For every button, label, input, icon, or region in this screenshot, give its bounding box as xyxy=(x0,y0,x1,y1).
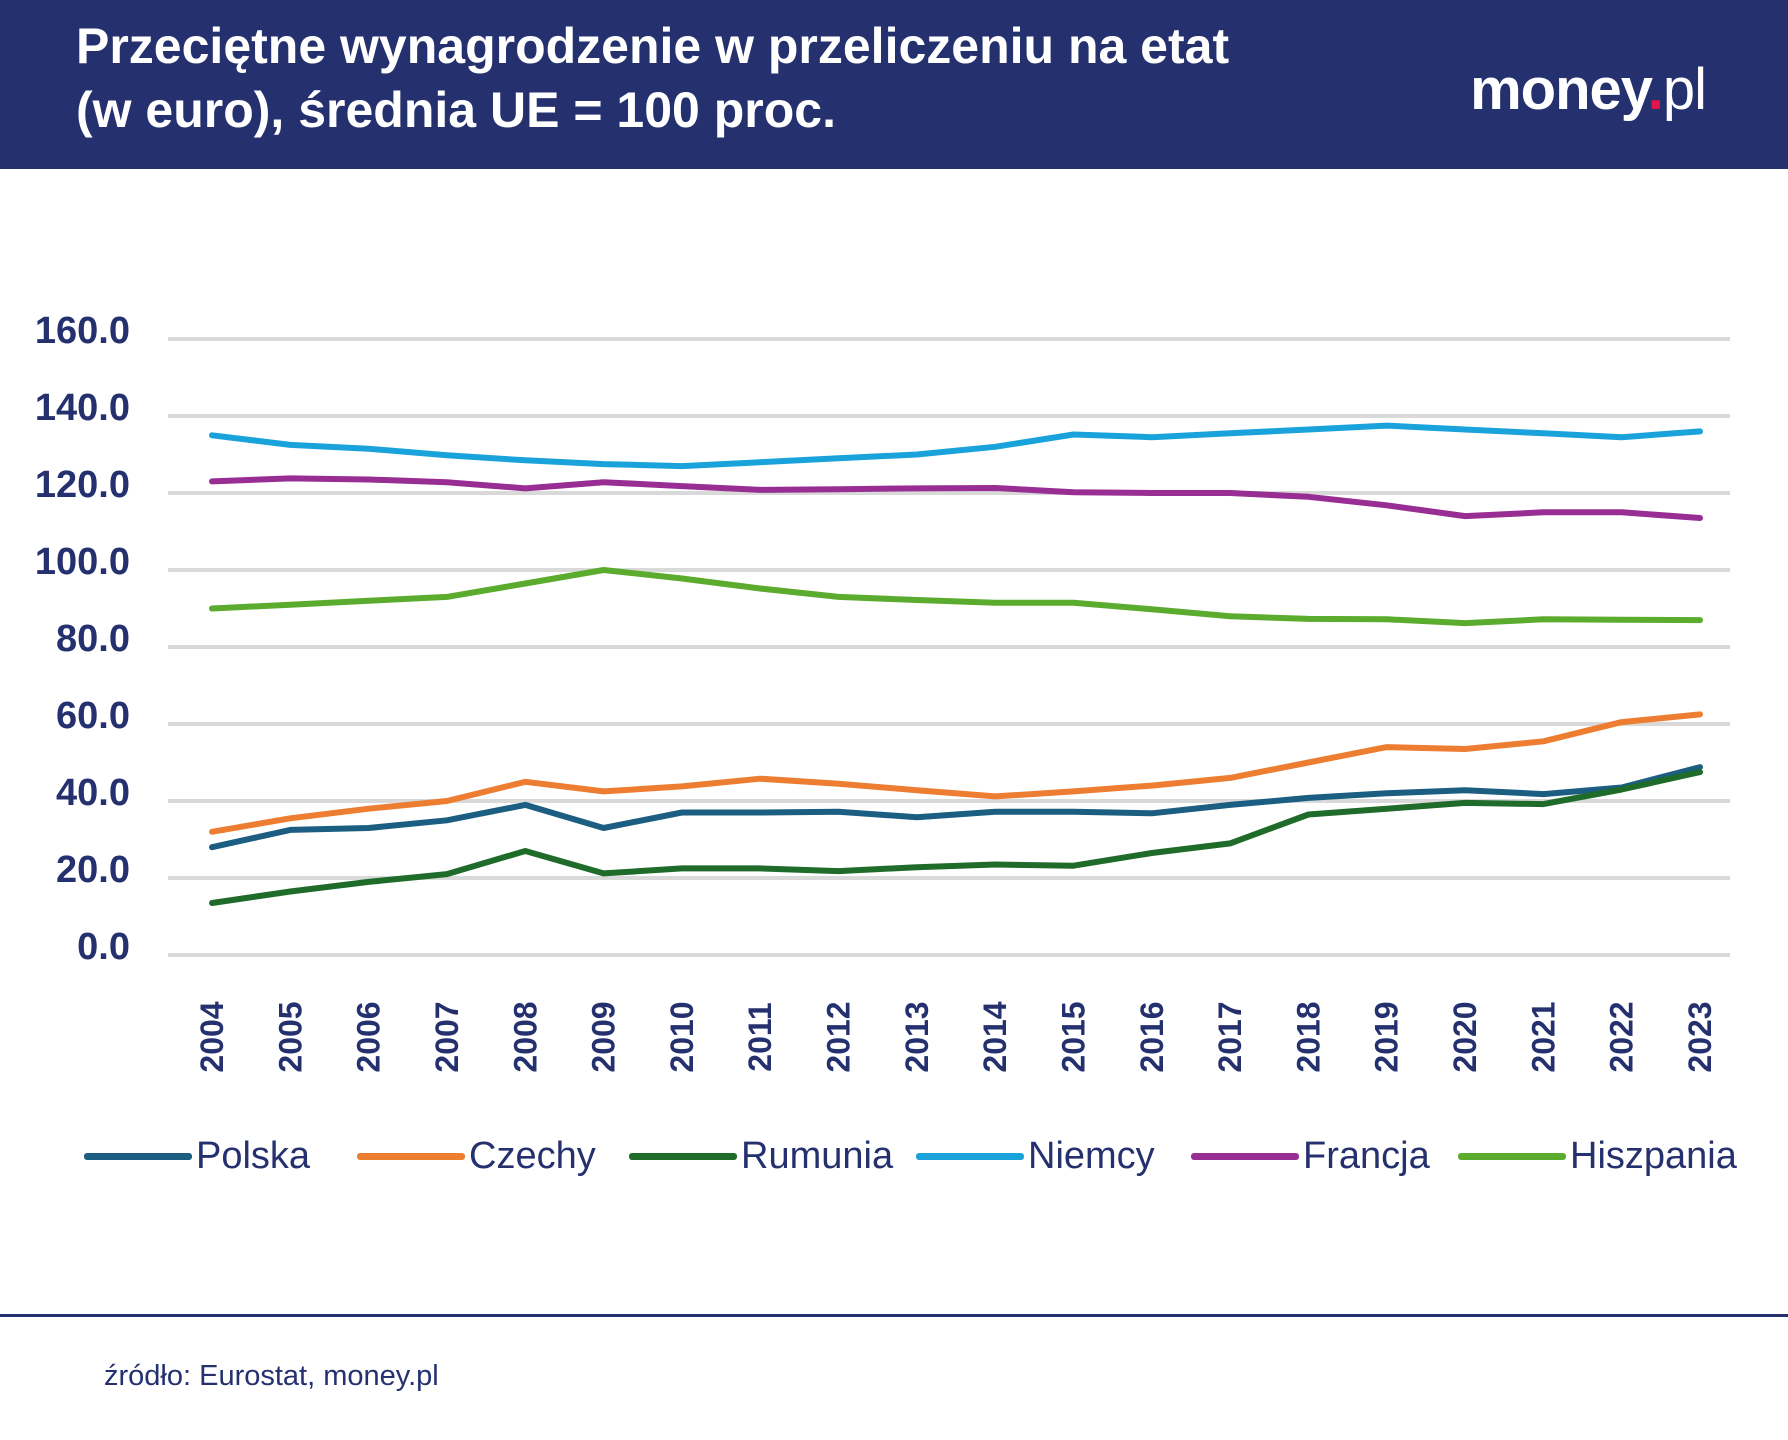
legend-swatch-francja xyxy=(1191,1152,1299,1160)
x-tick-label-2023: 2023 xyxy=(1682,1001,1718,1072)
logo-dot: . xyxy=(1647,57,1664,122)
x-tick-label-2005: 2005 xyxy=(272,1001,308,1072)
x-tick-label-2012: 2012 xyxy=(821,1001,857,1072)
legend-label-francja: Francja xyxy=(1303,1135,1430,1177)
x-tick-label-2015: 2015 xyxy=(1055,1001,1091,1072)
legend-swatch-niemcy xyxy=(916,1152,1024,1160)
y-tick-label-80.0: 80.0 xyxy=(56,618,130,660)
legend-item-rumunia: Rumunia xyxy=(629,1128,893,1184)
chart-title-line-1: Przeciętne wynagrodzenie w przeliczeniu … xyxy=(76,18,1230,74)
legend-item-polska: Polska xyxy=(84,1128,310,1184)
x-tick-label-2013: 2013 xyxy=(899,1001,935,1072)
series-line-hiszpania xyxy=(209,567,1703,627)
legend-swatch-rumunia xyxy=(629,1152,737,1160)
series-line-polska xyxy=(209,764,1703,851)
footer-divider xyxy=(0,1314,1788,1317)
x-tick-label-2022: 2022 xyxy=(1604,1001,1640,1072)
x-tick-label-2009: 2009 xyxy=(586,1001,622,1072)
x-tick-label-2007: 2007 xyxy=(429,1001,465,1072)
header-banner: Przeciętne wynagrodzenie w przeliczeniu … xyxy=(0,0,1788,169)
x-tick-label-2004: 2004 xyxy=(194,1001,230,1072)
legend-swatch-hiszpania xyxy=(1458,1152,1566,1160)
y-tick-label-120.0: 120.0 xyxy=(35,464,130,506)
legend-item-niemcy: Niemcy xyxy=(916,1128,1155,1184)
line-chart: 0.0 20.0 40.0 60.0 80.0 100.0 120.0 140.0 160.0 2… xyxy=(35,310,1730,1073)
x-tick-label-2020: 2020 xyxy=(1447,1001,1483,1072)
x-tick-label-2017: 2017 xyxy=(1212,1001,1248,1072)
money-pl-logo: money.pl xyxy=(1470,56,1707,123)
x-tick-label-2021: 2021 xyxy=(1525,1001,1561,1072)
x-tick-label-2011: 2011 xyxy=(742,1002,778,1071)
x-tick-label-2019: 2019 xyxy=(1369,1001,1405,1072)
series-line-niemcy xyxy=(209,422,1703,470)
series-line-francja xyxy=(209,475,1703,521)
x-tick-label-2018: 2018 xyxy=(1290,1001,1326,1072)
legend-swatch-polska xyxy=(84,1152,192,1160)
y-tick-label-40.0: 40.0 xyxy=(56,772,130,814)
series-line-czechy xyxy=(209,711,1703,835)
y-tick-label-60.0: 60.0 xyxy=(56,695,130,737)
x-tick-label-2014: 2014 xyxy=(977,1001,1013,1072)
source-note: źródło: Eurostat, money.pl xyxy=(104,1360,439,1392)
chart-title-line-2: (w euro), średnia UE = 100 proc. xyxy=(76,82,836,138)
legend-label-hiszpania: Hiszpania xyxy=(1570,1135,1737,1177)
legend-item-hiszpania: Hiszpania xyxy=(1458,1128,1737,1184)
x-tick-label-2010: 2010 xyxy=(664,1001,700,1072)
logo-suffix: pl xyxy=(1662,57,1707,122)
logo-text: money xyxy=(1470,57,1649,122)
x-tick-label-2016: 2016 xyxy=(1134,1001,1170,1072)
chart-legend: Polska Czechy Rumunia Niemcy Francja Hiszpani… xyxy=(84,1128,1764,1184)
y-tick-label-100.0: 100.0 xyxy=(35,541,130,583)
legend-label-polska: Polska xyxy=(196,1135,311,1177)
legend-item-czechy: Czechy xyxy=(357,1128,596,1184)
legend-item-francja: Francja xyxy=(1191,1128,1430,1184)
legend-label-rumunia: Rumunia xyxy=(741,1135,894,1177)
legend-label-niemcy: Niemcy xyxy=(1028,1135,1155,1177)
legend-swatch-czechy xyxy=(357,1152,465,1160)
y-tick-label-160.0: 160.0 xyxy=(35,310,130,352)
x-tick-label-2008: 2008 xyxy=(507,1001,543,1072)
x-tick-label-2006: 2006 xyxy=(351,1001,387,1072)
series-line-rumunia xyxy=(209,769,1703,906)
y-tick-label-0.0: 0.0 xyxy=(77,926,130,968)
y-tick-label-20.0: 20.0 xyxy=(56,849,130,891)
chart-title: Przeciętne wynagrodzenie w przeliczeniu … xyxy=(76,14,1336,142)
y-tick-label-140.0: 140.0 xyxy=(35,387,130,429)
legend-label-czechy: Czechy xyxy=(469,1135,596,1177)
